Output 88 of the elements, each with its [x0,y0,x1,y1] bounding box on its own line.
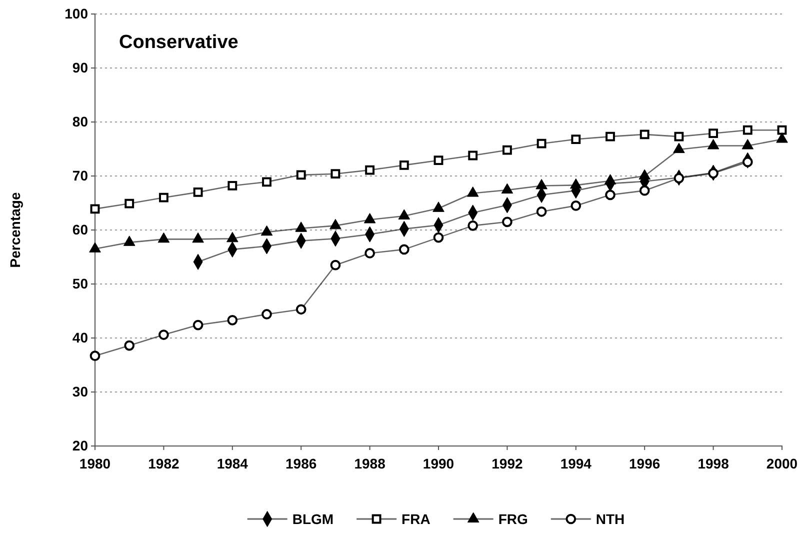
point [262,309,272,320]
point [570,178,582,189]
point [330,169,340,179]
point [605,190,616,200]
point [124,198,134,208]
point [433,232,444,243]
point [502,216,512,228]
y-tick-label: 40 [72,329,88,346]
point [742,156,753,168]
point [640,130,650,140]
point [501,183,514,194]
point [398,244,410,255]
point [226,232,238,242]
point [742,139,754,150]
point [158,330,169,340]
x-tick-label: 1984 [216,455,248,472]
legend-label: FRG [498,510,528,527]
point [468,220,478,231]
y-tick-label: 50 [72,275,88,292]
x-tick-label: 1986 [286,455,317,472]
x-tick-label: 1992 [492,455,523,472]
point [571,134,581,144]
point [777,125,787,135]
point [398,209,410,220]
y-tick-label: 90 [72,59,88,76]
point [365,165,375,175]
point [330,218,342,230]
point [673,142,685,154]
point [604,174,616,184]
y-tick-label: 80 [72,113,88,130]
y-tick-label: 30 [72,383,88,400]
y-tick-label: 20 [72,437,88,454]
point [228,181,238,190]
point [606,132,615,142]
point [434,156,444,166]
point [89,242,101,252]
x-tick-label: 1980 [79,455,111,472]
point [742,125,752,135]
point [536,178,548,190]
point [674,172,684,184]
point [468,150,478,160]
point [227,315,238,326]
point [158,232,170,243]
point [296,170,306,180]
y-tick-label: 100 [64,5,88,22]
point [330,260,341,270]
point [123,236,136,246]
point [708,168,718,178]
text: Conservative [119,32,238,53]
point [466,186,479,197]
point [364,248,375,258]
y-tick-label: 70 [72,167,88,184]
x-tick-label: 1982 [148,455,180,472]
point [638,169,650,180]
point [193,187,203,197]
point [432,202,444,212]
point [502,145,512,155]
y-axis-title: Percentage [7,192,23,268]
x-tick-label: 1990 [422,455,454,472]
point [192,232,204,243]
point [399,160,409,170]
point [708,128,718,138]
point [192,320,204,330]
point [536,206,547,217]
legend-label: BLGM [292,510,334,527]
x-tick-label: 1996 [629,455,660,472]
point [674,132,684,142]
point [90,204,100,214]
legend-label: NTH [596,510,625,527]
point [570,200,582,211]
x-tick-label: 1988 [354,455,386,472]
x-tick-label: 2000 [766,455,798,472]
y-tick-label: 60 [72,221,88,238]
point [536,138,546,148]
legend-label: FRA [402,510,430,527]
point [364,212,376,224]
point [262,177,272,187]
point [158,192,168,202]
x-tick-label: 1998 [698,455,730,472]
point [90,350,100,361]
x-tick-label: 1994 [560,455,592,472]
point [707,139,720,150]
point [776,132,788,143]
point [295,222,307,232]
point [639,185,650,196]
point [296,304,306,315]
point [124,340,135,351]
point [260,225,273,236]
